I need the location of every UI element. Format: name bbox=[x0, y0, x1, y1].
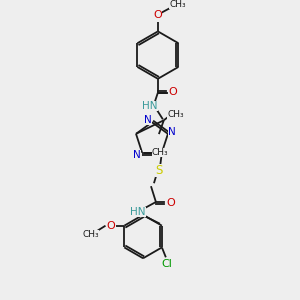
Text: Cl: Cl bbox=[161, 259, 172, 269]
Text: N: N bbox=[133, 150, 141, 160]
Text: N: N bbox=[144, 115, 152, 125]
Text: HN: HN bbox=[142, 101, 158, 111]
Text: CH₃: CH₃ bbox=[152, 148, 168, 157]
Text: N: N bbox=[168, 127, 176, 137]
Text: O: O bbox=[167, 198, 175, 208]
Text: CH₃: CH₃ bbox=[167, 110, 184, 119]
Text: O: O bbox=[106, 221, 115, 231]
Text: S: S bbox=[155, 164, 163, 177]
Text: O: O bbox=[168, 87, 177, 97]
Text: O: O bbox=[154, 10, 162, 20]
Text: CH₃: CH₃ bbox=[169, 0, 186, 9]
Text: HN: HN bbox=[130, 207, 146, 217]
Text: CH₃: CH₃ bbox=[82, 230, 99, 239]
